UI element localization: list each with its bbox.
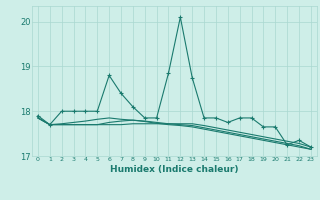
X-axis label: Humidex (Indice chaleur): Humidex (Indice chaleur) (110, 165, 239, 174)
